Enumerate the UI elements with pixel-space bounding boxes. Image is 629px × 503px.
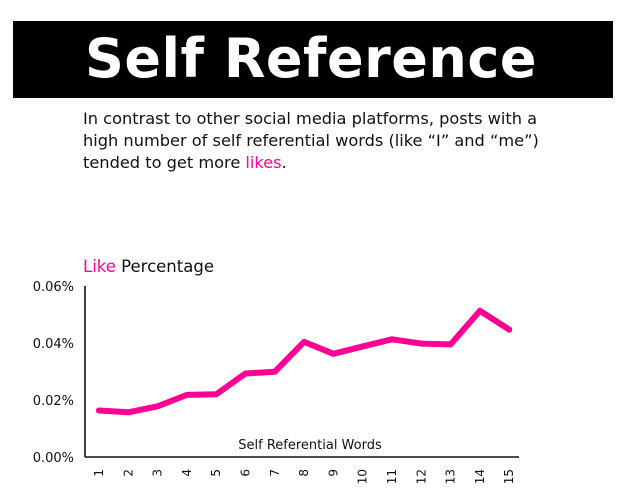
series-line <box>96 307 513 416</box>
x-tick-label: 12 <box>414 469 428 484</box>
x-tick-label: 11 <box>385 469 399 484</box>
x-tick-label: 8 <box>297 469 311 477</box>
data-point <box>242 370 249 377</box>
data-point <box>389 336 395 343</box>
intro-text: In contrast to other social media platfo… <box>83 108 573 174</box>
y-tick-label: 0.02% <box>33 394 74 409</box>
series-layer <box>96 307 513 416</box>
chart-title-rest: Percentage <box>116 257 214 276</box>
x-tick-label: 9 <box>326 469 340 477</box>
data-point <box>183 391 190 398</box>
x-tick-labels: 1 2 3 4 5 6 7 8 9 10 11 12 13 14 15 <box>92 469 516 484</box>
data-point <box>447 341 454 348</box>
data-point <box>96 407 102 414</box>
chart-title-highlight: Like <box>83 257 116 276</box>
x-tick-label: 1 <box>92 469 106 477</box>
x-tick-label: 7 <box>268 469 282 477</box>
intro-highlight-likes: likes <box>245 153 282 172</box>
intro-text-part1: In contrast to other social media platfo… <box>83 109 539 172</box>
data-point <box>476 307 483 314</box>
intro-text-part2: . <box>281 153 287 172</box>
data-point <box>301 338 308 345</box>
y-tick-label: 0.06% <box>33 280 74 295</box>
y-tick-label: 0.04% <box>33 337 74 352</box>
x-tick-label: 14 <box>473 469 487 484</box>
y-tick-labels: 0.06% 0.04% 0.02% 0.00% <box>33 280 74 466</box>
data-point <box>154 403 161 410</box>
x-tick-label: 15 <box>502 469 516 484</box>
x-tick-label: 6 <box>239 469 253 477</box>
x-tick-label: 2 <box>121 469 135 477</box>
x-tick-label: 10 <box>356 469 370 484</box>
title-bar: Self Reference <box>13 21 613 98</box>
data-point <box>125 409 132 416</box>
page-title: Self Reference <box>85 27 537 90</box>
data-point <box>213 391 220 398</box>
data-point <box>359 343 366 350</box>
chart-title: Like Percentage <box>83 257 214 276</box>
x-axis-label: Self Referential Words <box>238 438 382 453</box>
x-tick-label: 5 <box>209 469 223 477</box>
data-point <box>271 368 278 375</box>
x-tick-label: 3 <box>151 469 165 477</box>
x-tick-label: 4 <box>180 469 194 477</box>
data-point <box>506 326 513 333</box>
data-point <box>330 350 337 357</box>
y-tick-label: 0.00% <box>33 451 74 466</box>
data-point <box>418 340 425 347</box>
x-tick-label: 13 <box>444 469 458 484</box>
